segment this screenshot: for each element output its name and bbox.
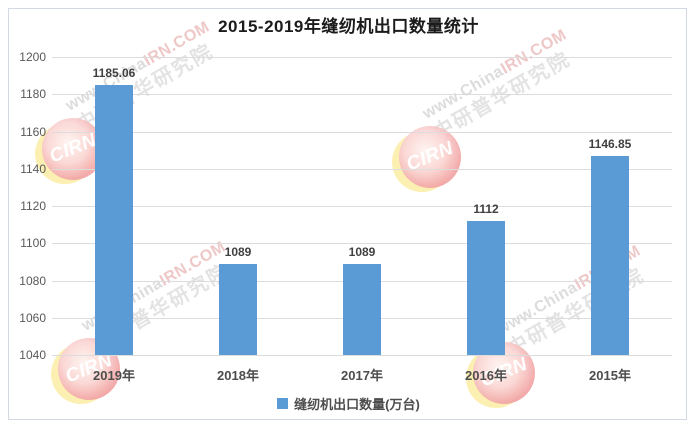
y-tick-label: 1200 — [19, 50, 46, 64]
y-axis-labels: 1040 1060 1080 1100 1120 1140 1160 1180 1200 — [8, 50, 46, 362]
y-tick-label: 1180 — [20, 87, 46, 102]
gridline — [52, 131, 672, 133]
x-tick-label: 2019年 — [93, 368, 135, 383]
y-tick-label: 1040 — [19, 348, 46, 362]
gridline — [52, 243, 672, 245]
y-tick-label: 1160 — [20, 124, 46, 139]
gridline — [52, 355, 672, 356]
gridline — [52, 168, 672, 170]
y-tick-label: 1060 — [19, 310, 46, 325]
legend-swatch — [277, 398, 289, 409]
value-label: 1112 — [473, 201, 499, 216]
gridline — [52, 57, 672, 58]
bar-2016年 — [467, 220, 505, 355]
y-tick-label: 1080 — [19, 273, 46, 288]
legend: 缝纫机出口数量(万台) — [0, 394, 697, 413]
x-tick-label: 2018年 — [217, 368, 259, 383]
x-tick-label: 2017年 — [341, 368, 383, 383]
bar-2018年 — [219, 263, 257, 355]
bar-2015年 — [591, 155, 629, 355]
value-label: 1089 — [348, 244, 376, 259]
value-label: 1146.85 — [588, 136, 632, 151]
gridline — [52, 206, 672, 207]
y-tick-label: 1100 — [20, 236, 46, 251]
gridline — [52, 94, 672, 96]
value-label: 1089 — [224, 244, 252, 259]
cirn-logo-icon: CIRN — [466, 342, 535, 408]
x-tick-label: 2016年 — [465, 368, 507, 383]
legend-label: 缝纫机出口数量(万台) — [294, 397, 420, 412]
bar-2017年 — [343, 263, 381, 355]
x-tick-label: 2015年 — [589, 368, 631, 383]
y-tick-label: 1140 — [20, 161, 46, 176]
cirn-logo-icon: CIRN — [392, 126, 461, 192]
y-tick-label: 1120 — [20, 199, 46, 213]
chart-title: 2015-2019年缝纫机出口数量统计 — [218, 17, 479, 36]
plot-area: 1185.06 2019年 1089 2018年 1089 2017年 1112 2016年 1… — [52, 57, 672, 383]
bar-2019年 — [95, 84, 133, 355]
value-label: 1185.06 — [92, 65, 136, 80]
